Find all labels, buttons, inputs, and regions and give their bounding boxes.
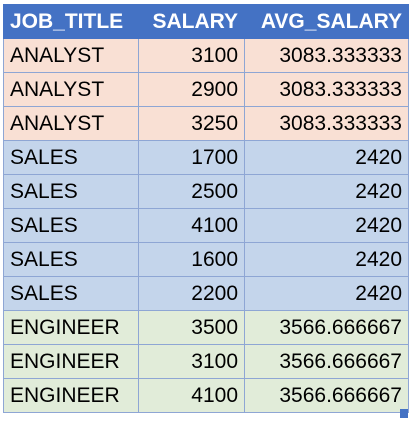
table-row: SALES 1600 2420: [3, 242, 409, 277]
cell-job-title: SALES: [3, 140, 139, 175]
header-job-title: JOB_TITLE: [3, 4, 139, 39]
cell-job-title: ENGINEER: [3, 378, 139, 413]
header-avg-salary: AVG_SALARY: [244, 4, 409, 39]
cell-job-title: ANALYST: [3, 72, 139, 107]
cell-avg-salary: 3566.666667: [244, 310, 409, 345]
cell-job-title: ANALYST: [3, 38, 139, 73]
table-row: ANALYST 3250 3083.333333: [3, 106, 409, 141]
cell-salary: 3100: [138, 38, 245, 73]
table-row: ENGINEER 3500 3566.666667: [3, 310, 409, 345]
table-row: SALES 2500 2420: [3, 174, 409, 209]
cell-avg-salary: 3083.333333: [244, 106, 409, 141]
header-salary: SALARY: [138, 4, 245, 39]
header-row: JOB_TITLE SALARY AVG_SALARY: [3, 4, 409, 39]
table-row: ANALYST 3100 3083.333333: [3, 38, 409, 73]
cell-salary: 2500: [138, 174, 245, 209]
table-row: SALES 1700 2420: [3, 140, 409, 175]
cell-salary: 1600: [138, 242, 245, 277]
cell-job-title: ENGINEER: [3, 344, 139, 379]
cell-avg-salary: 2420: [244, 174, 409, 209]
cell-salary: 3100: [138, 344, 245, 379]
cell-job-title: ANALYST: [3, 106, 139, 141]
cell-avg-salary: 2420: [244, 140, 409, 175]
table-resize-handle[interactable]: [400, 409, 408, 418]
cell-avg-salary: 3083.333333: [244, 38, 409, 73]
cell-avg-salary: 3083.333333: [244, 72, 409, 107]
cell-salary: 4100: [138, 208, 245, 243]
cell-salary: 3500: [138, 310, 245, 345]
cell-job-title: SALES: [3, 174, 139, 209]
cell-job-title: SALES: [3, 276, 139, 311]
cell-salary: 1700: [138, 140, 245, 175]
table-row: ANALYST 2900 3083.333333: [3, 72, 409, 107]
cell-avg-salary: 3566.666667: [244, 344, 409, 379]
cell-salary: 2200: [138, 276, 245, 311]
cell-avg-salary: 2420: [244, 208, 409, 243]
cell-avg-salary: 3566.666667: [244, 378, 409, 413]
table-row: SALES 2200 2420: [3, 276, 409, 311]
cell-job-title: SALES: [3, 242, 139, 277]
cell-job-title: SALES: [3, 208, 139, 243]
cell-salary: 2900: [138, 72, 245, 107]
cell-salary: 3250: [138, 106, 245, 141]
table-row: SALES 4100 2420: [3, 208, 409, 243]
table-row: ENGINEER 4100 3566.666667: [3, 378, 409, 413]
cell-salary: 4100: [138, 378, 245, 413]
cell-avg-salary: 2420: [244, 242, 409, 277]
table-row: ENGINEER 3100 3566.666667: [3, 344, 409, 379]
salary-table: JOB_TITLE SALARY AVG_SALARY ANALYST 3100…: [3, 4, 409, 413]
cell-job-title: ENGINEER: [3, 310, 139, 345]
cell-avg-salary: 2420: [244, 276, 409, 311]
